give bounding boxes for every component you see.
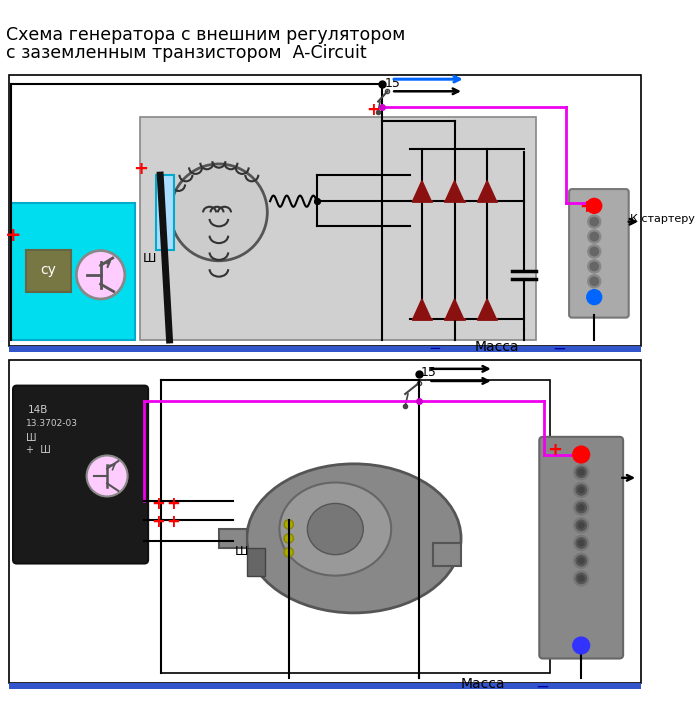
- Circle shape: [574, 500, 589, 515]
- Circle shape: [171, 164, 267, 261]
- Text: Ш: Ш: [143, 252, 156, 265]
- Circle shape: [576, 556, 586, 566]
- Circle shape: [77, 250, 125, 299]
- Text: −: −: [535, 677, 549, 695]
- Circle shape: [573, 637, 590, 654]
- Circle shape: [576, 573, 586, 584]
- Text: Схема генератора с внешним регулятором: Схема генератора с внешним регулятором: [6, 26, 405, 44]
- Circle shape: [590, 293, 599, 301]
- Polygon shape: [445, 299, 464, 319]
- Circle shape: [576, 449, 586, 459]
- Text: 14В: 14В: [28, 406, 48, 415]
- Circle shape: [576, 503, 586, 513]
- Text: +: +: [133, 160, 148, 178]
- Circle shape: [578, 470, 584, 475]
- Text: 15: 15: [385, 78, 401, 91]
- Text: 15: 15: [421, 366, 437, 379]
- Circle shape: [284, 548, 294, 557]
- Text: +: +: [151, 495, 165, 513]
- FancyBboxPatch shape: [539, 437, 623, 659]
- Circle shape: [587, 245, 601, 258]
- Bar: [26, 249, 71, 291]
- Circle shape: [587, 215, 601, 228]
- Circle shape: [578, 505, 584, 510]
- Circle shape: [574, 571, 589, 586]
- Circle shape: [578, 487, 584, 493]
- Circle shape: [590, 232, 599, 241]
- Bar: [247, 548, 265, 576]
- Circle shape: [587, 260, 601, 273]
- Circle shape: [576, 467, 586, 477]
- Text: Ш: Ш: [235, 545, 248, 558]
- Circle shape: [574, 464, 589, 480]
- Text: Масса: Масса: [461, 677, 505, 691]
- Text: +  Ш: + Ш: [26, 445, 51, 455]
- Circle shape: [578, 540, 584, 546]
- Circle shape: [574, 482, 589, 498]
- Polygon shape: [478, 299, 496, 319]
- Circle shape: [587, 230, 601, 243]
- FancyBboxPatch shape: [13, 385, 148, 564]
- Text: су: су: [40, 263, 56, 277]
- FancyBboxPatch shape: [569, 189, 628, 318]
- Circle shape: [587, 198, 602, 214]
- Circle shape: [587, 290, 602, 305]
- Circle shape: [578, 558, 584, 564]
- Ellipse shape: [247, 464, 461, 613]
- Text: +: +: [166, 495, 180, 513]
- Circle shape: [574, 518, 589, 533]
- Circle shape: [576, 521, 586, 531]
- Circle shape: [574, 536, 589, 551]
- Circle shape: [576, 485, 586, 495]
- Bar: [9, 683, 641, 690]
- Bar: [11, 203, 135, 340]
- Circle shape: [284, 533, 294, 543]
- Polygon shape: [445, 180, 464, 201]
- Circle shape: [590, 217, 599, 226]
- Text: +: +: [5, 226, 21, 245]
- Bar: [9, 346, 641, 352]
- Circle shape: [587, 199, 601, 212]
- Circle shape: [590, 262, 599, 270]
- Circle shape: [86, 455, 127, 496]
- Ellipse shape: [308, 503, 363, 554]
- Bar: [9, 75, 641, 346]
- Bar: [9, 360, 641, 683]
- Circle shape: [587, 290, 601, 303]
- Polygon shape: [413, 299, 432, 319]
- Text: с заземленным транзистором  A-Circuit: с заземленным транзистором A-Circuit: [6, 44, 366, 62]
- Circle shape: [578, 452, 584, 457]
- Circle shape: [590, 277, 599, 285]
- Circle shape: [590, 247, 599, 256]
- Circle shape: [587, 275, 601, 288]
- Circle shape: [578, 576, 584, 581]
- Text: −: −: [429, 341, 441, 356]
- Text: −: −: [553, 340, 567, 358]
- Text: +: +: [366, 101, 380, 119]
- Text: +: +: [547, 441, 562, 459]
- Text: +: +: [579, 198, 593, 216]
- Ellipse shape: [279, 482, 391, 576]
- Text: Ш: Ш: [26, 433, 37, 443]
- Circle shape: [578, 523, 584, 528]
- Polygon shape: [413, 180, 432, 201]
- Text: +: +: [166, 513, 180, 531]
- Circle shape: [574, 553, 589, 568]
- Bar: [155, 175, 174, 249]
- Text: 13.3702-03: 13.3702-03: [26, 419, 78, 428]
- Text: +: +: [151, 513, 165, 531]
- Circle shape: [590, 201, 599, 210]
- Bar: [140, 117, 535, 340]
- Circle shape: [284, 520, 294, 529]
- Polygon shape: [478, 180, 496, 201]
- Text: Масса: Масса: [475, 340, 519, 354]
- Bar: [433, 543, 461, 567]
- Circle shape: [576, 538, 586, 548]
- Bar: [219, 529, 247, 548]
- Bar: [161, 380, 550, 674]
- Circle shape: [574, 447, 589, 462]
- Text: К стартеру: К стартеру: [630, 214, 695, 224]
- Circle shape: [573, 446, 590, 463]
